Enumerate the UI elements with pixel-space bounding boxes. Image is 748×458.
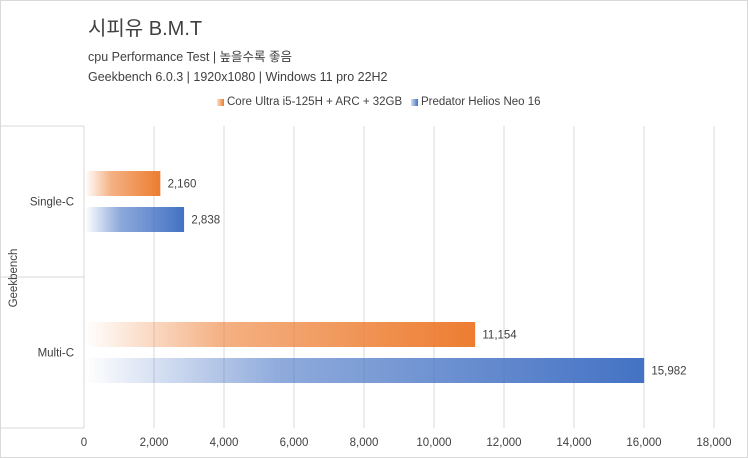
legend-item-series-1: Core Ultra i5-125H + ARC + 32GB [217,96,402,108]
x-tick-label: 2,000 [140,437,169,449]
x-tick-label: 10,000 [416,437,451,449]
bar-single-c-series-1 [85,171,160,196]
chart-title: 시피유 B.M.T [88,18,203,40]
legend-label-series-2: Predator Helios Neo 16 [421,96,541,108]
y-axis-label: Geekbench [8,249,20,308]
chart-subtitle-2: Geekbench 6.0.3 | 1920x1080 | Windows 11… [88,70,388,84]
x-tick-label: 4,000 [210,437,239,449]
bars: 2,160 2,838 11,154 15,982 [85,171,687,383]
x-tick-label: 8,000 [350,437,379,449]
x-tick-label: 0 [81,437,87,449]
data-label: 11,154 [482,330,517,342]
x-tick-label: 18,000 [696,437,731,449]
x-tick-label: 6,000 [280,437,309,449]
legend-item-series-2: Predator Helios Neo 16 [411,96,541,108]
data-label: 2,838 [191,215,220,227]
data-label: 15,982 [651,366,686,378]
x-tick-label: 14,000 [556,437,591,449]
legend-label-series-1: Core Ultra i5-125H + ARC + 32GB [227,96,403,108]
category-axis: Single-C Multi-C [0,125,85,429]
x-tick-label: 16,000 [626,437,661,449]
data-label: 2,160 [168,179,197,191]
x-tick-label: 12,000 [486,437,521,449]
legend-swatch-series-2 [411,98,418,106]
legend-swatch-series-1 [217,98,224,106]
x-axis-ticks: 0 2,000 4,000 6,000 8,000 10,000 12,000 14,000 1… [81,437,732,449]
chart-subtitle-1: cpu Performance Test | 높을수록 좋음 [88,50,293,64]
bar-multi-c-series-1 [85,322,475,347]
category-label: Single-C [30,197,74,209]
bar-multi-c-series-2 [85,358,644,383]
category-label: Multi-C [38,348,74,360]
bar-single-c-series-2 [85,207,184,232]
